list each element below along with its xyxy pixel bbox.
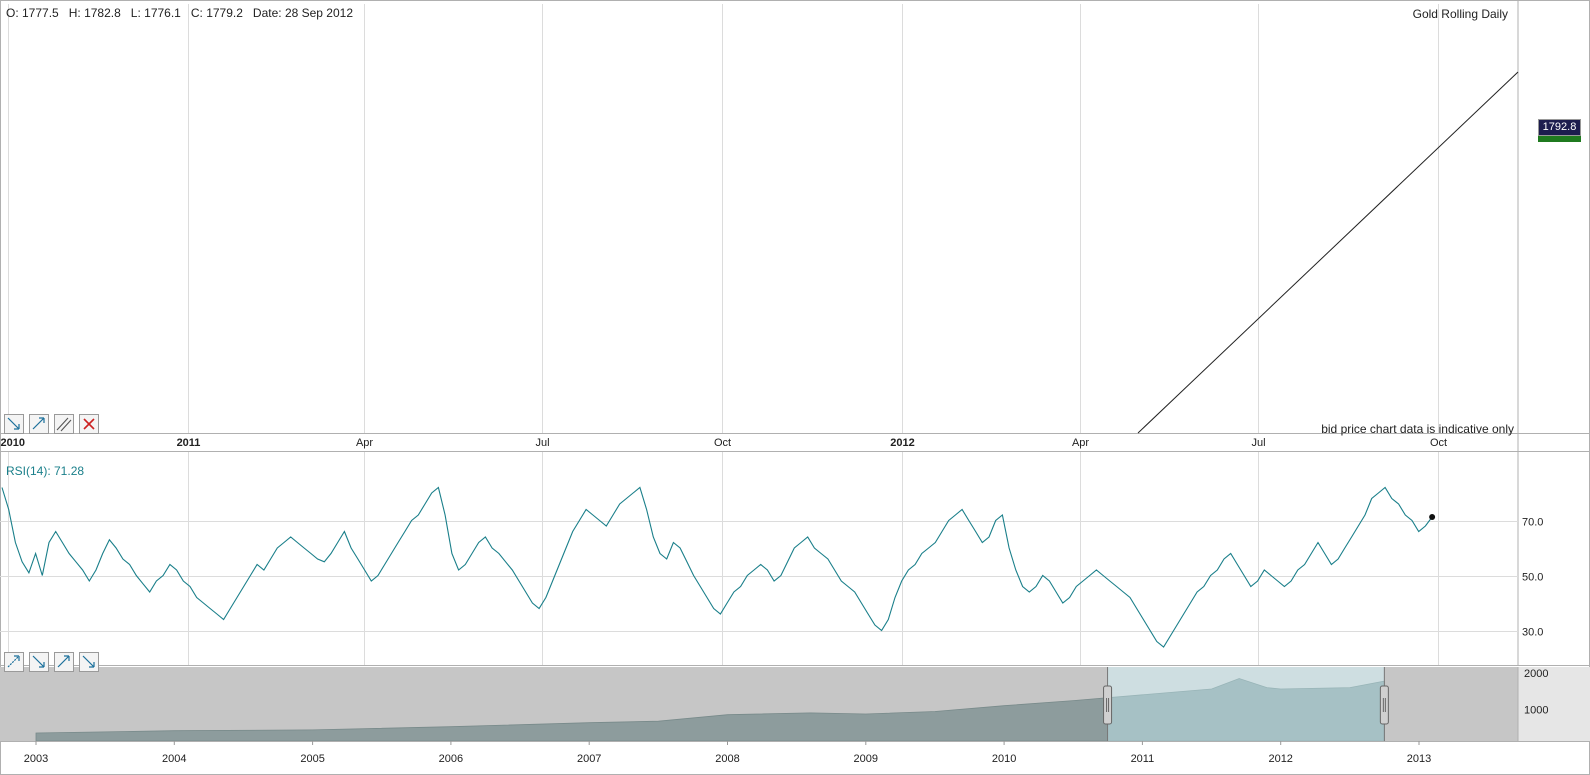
navigator-handle[interactable] — [1379, 685, 1389, 725]
navigator-mask-right — [1384, 667, 1518, 741]
navigator-x-tick-label: 2005 — [300, 753, 324, 765]
rsi-line-up-tool[interactable] — [54, 652, 74, 672]
x-tick-label: Apr — [356, 437, 373, 449]
trend-up-tool[interactable] — [29, 414, 49, 434]
navigator-x-tick-label: 2009 — [854, 753, 878, 765]
rsi-label: RSI(14): 71.28 — [6, 464, 85, 478]
navigator-x-tick-label: 2007 — [577, 753, 601, 765]
x-tick-label: 2010 — [1, 437, 25, 449]
x-tick-label: Jul — [535, 437, 549, 449]
navigator-mask-left — [0, 667, 1108, 741]
arrow-down-right-icon — [32, 655, 45, 668]
navigator-x-tick-label: 2003 — [24, 753, 48, 765]
x-tick-label: Oct — [1430, 437, 1447, 449]
arrow-up-right-icon — [32, 417, 45, 430]
current-price-tag: 1792.8 — [1538, 119, 1581, 136]
disclaimer-text: bid price chart data is indicative only — [1321, 422, 1514, 436]
arrow-up-right-icon — [57, 655, 70, 668]
navigator-x-tick-label: 2006 — [439, 753, 463, 765]
arrow-down-right-icon — [7, 417, 20, 430]
navigator-handle[interactable] — [1103, 685, 1113, 725]
open-value: O: 1777.5 — [6, 6, 59, 20]
close-price-tag — [1538, 136, 1581, 142]
rsi-trend-up-tool[interactable] — [4, 652, 24, 672]
navigator-selection — [1107, 667, 1385, 741]
rsi-line — [1, 486, 1433, 648]
parallel-lines-icon — [56, 417, 72, 432]
close-value: C: 1779.2 — [190, 6, 243, 20]
arrow-up-right-icon — [7, 655, 20, 668]
x-tick-label: 2012 — [890, 437, 914, 449]
navigator-x-tick-label: 2008 — [715, 753, 739, 765]
low-value: L: 1776.1 — [130, 6, 181, 20]
navigator-x-tick-label: 2004 — [162, 753, 186, 765]
rsi-last-marker — [1429, 513, 1436, 520]
chart-title: Gold Rolling Daily — [1412, 7, 1508, 21]
rsi-tick-label: 70.0 — [1522, 517, 1543, 529]
x-tick-label: Oct — [714, 437, 731, 449]
navigator-x-tick-label: 2013 — [1407, 753, 1431, 765]
navigator-y-tick-label: 1000 — [1524, 704, 1548, 716]
x-tick-label: 2011 — [177, 437, 201, 449]
high-value: H: 1782.8 — [68, 6, 121, 20]
date-value: Date: 28 Sep 2012 — [252, 6, 353, 20]
navigator-x-tick-label: 2010 — [992, 753, 1016, 765]
arrow-down-right-icon — [82, 655, 95, 668]
x-tick-label: Jul — [1251, 437, 1265, 449]
ohlc-header: O: 1777.5 H: 1782.8 L: 1776.1 C: 1779.2 … — [6, 6, 353, 20]
parallel-lines-tool[interactable] — [54, 414, 74, 434]
rsi-line-down-tool[interactable] — [79, 652, 99, 672]
current-price-value: 1792.8 — [1542, 121, 1577, 133]
red-x-icon — [83, 418, 95, 430]
delete-drawings-tool[interactable] — [79, 414, 99, 434]
rsi-tick-label: 50.0 — [1522, 572, 1543, 584]
navigator-y-tick-label: 2000 — [1524, 668, 1548, 680]
trend-down-tool[interactable] — [4, 414, 24, 434]
navigator-x-tick-label: 2012 — [1268, 753, 1292, 765]
support-trendline — [1137, 71, 1519, 434]
rsi-trend-down-tool[interactable] — [29, 652, 49, 672]
x-tick-label: Apr — [1072, 437, 1089, 449]
rsi-tick-label: 30.0 — [1522, 627, 1543, 639]
navigator-x-tick-label: 2011 — [1131, 753, 1155, 765]
